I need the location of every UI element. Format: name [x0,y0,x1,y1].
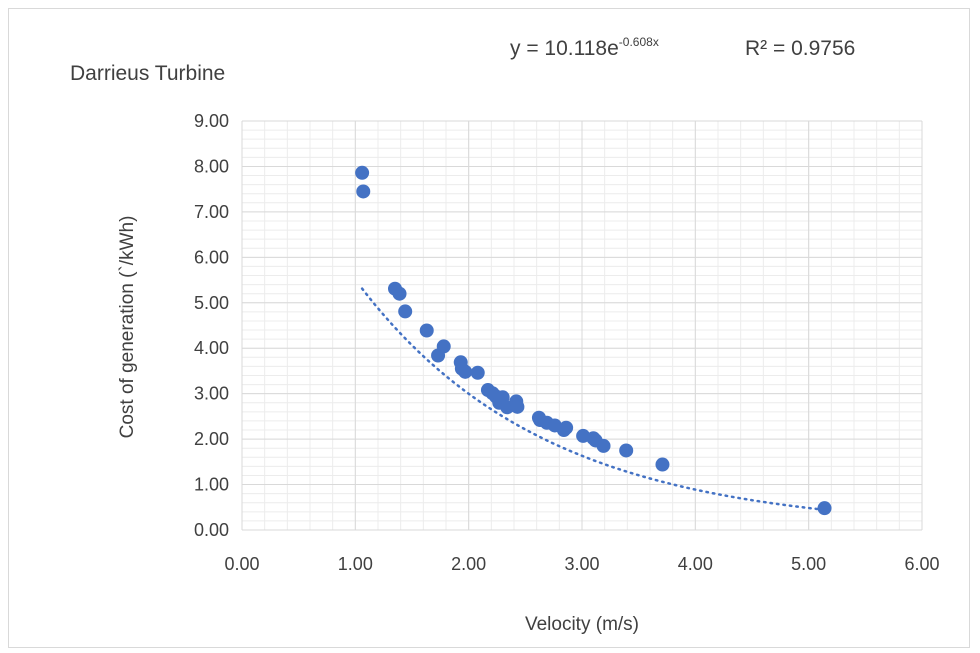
y-axis-label: Cost of generation (`/kWh) [117,216,138,439]
data-point [817,501,832,516]
y-tick-label: 5.00 [194,293,229,313]
data-point [355,165,370,180]
x-tick-label: 5.00 [791,554,826,574]
r-squared-label: R² = 0.9756 [745,37,855,60]
y-tick-label: 9.00 [194,111,229,131]
x-tick-label: 3.00 [564,554,599,574]
y-axis-ticks: 0.00 1.00 2.00 3.00 4.00 5.00 6.00 7.00 8.00 9.00 [194,111,229,540]
gridlines [241,120,923,531]
x-tick-label: 6.00 [904,554,939,574]
data-point [596,438,611,453]
data-points [355,165,832,516]
y-tick-label: 8.00 [194,156,229,176]
chart-title: Darrieus Turbine [70,62,225,85]
data-point [392,286,407,301]
data-point [470,365,485,380]
data-point [619,443,634,458]
y-tick-label: 4.00 [194,338,229,358]
x-tick-label: 0.00 [224,554,259,574]
y-tick-label: 2.00 [194,429,229,449]
x-tick-label: 1.00 [338,554,373,574]
equation-exponent: -0.608x [619,35,659,49]
chart-frame [8,8,970,648]
data-point [436,339,451,354]
trendline [360,287,826,512]
data-point [510,399,525,414]
data-point [559,420,574,435]
y-tick-label: 1.00 [194,475,229,495]
data-point [655,457,670,472]
x-tick-label: 2.00 [451,554,486,574]
y-tick-label: 7.00 [194,202,229,222]
data-point [419,323,434,338]
equation-base: y = 10.118e [510,37,619,60]
exponential-trendline [360,287,826,512]
x-axis-ticks: 0.00 1.00 2.00 3.00 4.00 5.00 6.00 [224,554,939,574]
y-tick-label: 6.00 [194,247,229,267]
x-axis-label: Velocity (m/s) [525,614,639,635]
y-tick-label: 0.00 [194,520,229,540]
trendline-equation: y = 10.118e-0.608x [510,35,659,60]
x-tick-label: 4.00 [678,554,713,574]
y-tick-label: 3.00 [194,384,229,404]
data-point [356,184,371,199]
data-point [458,364,473,379]
data-point [398,304,413,319]
